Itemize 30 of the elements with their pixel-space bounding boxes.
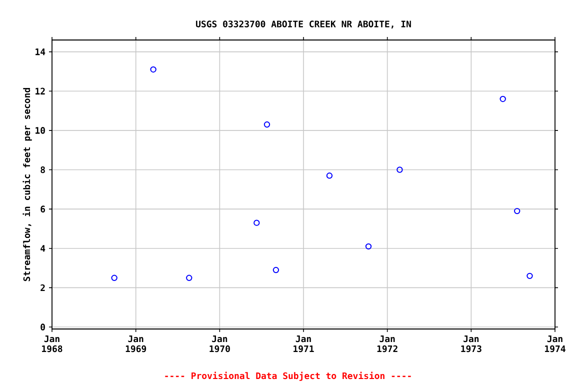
point [396, 166, 403, 173]
chart-title: USGS 03323700 ABOITE CREEK NR ABOITE, IN [196, 20, 411, 28]
point [264, 121, 270, 128]
point [514, 208, 520, 214]
y-tick-label: 8 [40, 166, 45, 174]
point [254, 220, 260, 226]
x-tick-label: Jan 1968 [42, 335, 62, 352]
x-tick-label: Jan 1969 [126, 335, 146, 352]
point [526, 272, 533, 279]
x-tick-label: Jan 1974 [545, 335, 566, 352]
y-axis-title: Streamflow, in cubic feet per second [22, 88, 32, 282]
point [150, 66, 156, 73]
x-tick-label: Jan 1970 [210, 335, 230, 352]
y-tick-label: 0 [40, 324, 45, 330]
y-tick-label: 10 [36, 126, 45, 134]
text: ---- Provisional Data Subject to Revision ---- [165, 372, 411, 381]
point [500, 96, 506, 102]
x-tick-label: Jan 1972 [377, 335, 398, 352]
y-tick-label: 2 [40, 284, 45, 291]
x-tick-label: Jan 1971 [294, 335, 314, 352]
y-tick-label: 14 [36, 48, 46, 55]
x-tick-label: Jan 1973 [461, 335, 482, 352]
point [272, 266, 280, 274]
point [326, 172, 333, 179]
point [186, 274, 192, 281]
y-tick-label: 12 [36, 88, 45, 94]
point [111, 274, 118, 281]
y-tick-label: 4 [40, 245, 46, 252]
y-tick-label: 6 [40, 206, 46, 212]
point [365, 243, 372, 250]
